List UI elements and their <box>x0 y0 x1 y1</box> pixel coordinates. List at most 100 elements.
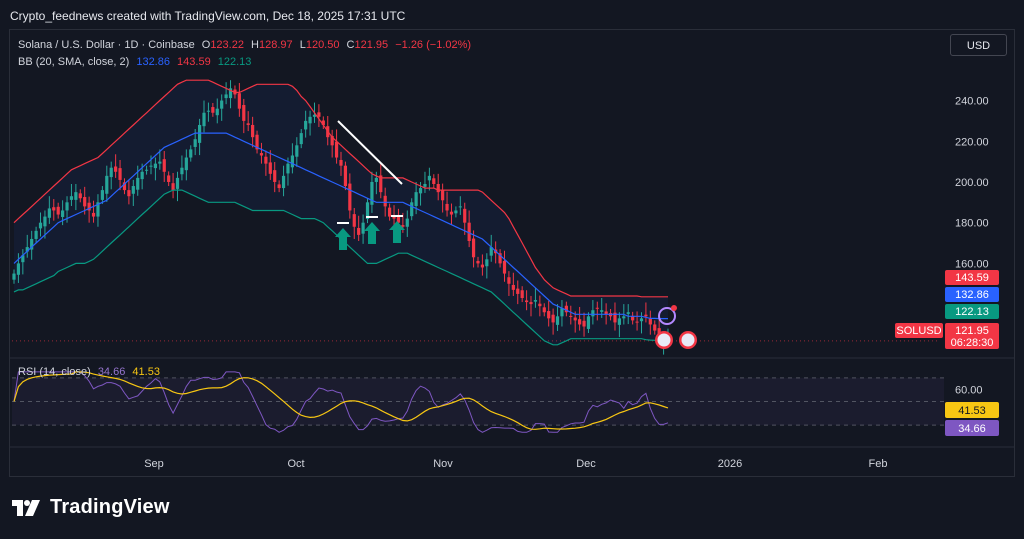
candle-body <box>498 253 502 264</box>
candle <box>184 149 188 181</box>
alert-dot <box>671 305 677 311</box>
candle <box>189 145 193 162</box>
candle-body <box>34 230 38 239</box>
x-tick-label: 2026 <box>718 458 742 470</box>
rsi-legend[interactable]: RSI (14, close) 34.66 41.53 <box>18 366 164 378</box>
candle <box>520 286 524 303</box>
candle-body <box>361 222 365 234</box>
candle <box>255 130 259 154</box>
bb-legend[interactable]: BB (20, SMA, close, 2) 132.86 143.59 122… <box>18 56 255 68</box>
candle <box>334 129 339 164</box>
flag-icon <box>657 333 671 347</box>
candle-body <box>74 192 78 200</box>
candle-body <box>635 321 639 323</box>
candle-body <box>25 247 29 252</box>
candle-body <box>105 175 109 194</box>
candle <box>502 250 507 282</box>
bb-fill <box>14 80 668 345</box>
candle-body <box>405 218 409 227</box>
candle-body <box>551 314 555 323</box>
candle-body <box>560 308 564 317</box>
candle-body <box>578 319 582 325</box>
candle-body <box>622 316 626 319</box>
candle-body <box>281 175 286 189</box>
candle <box>613 302 617 331</box>
candle <box>458 196 462 215</box>
candle-body <box>573 317 577 321</box>
candle-body <box>365 202 370 220</box>
candle <box>555 304 560 331</box>
candle-body <box>471 238 476 258</box>
high-value: 128.97 <box>258 39 293 51</box>
candle-body <box>489 247 493 256</box>
candle <box>441 183 445 213</box>
symbol-legend[interactable]: Solana / U.S. Dollar · 1D · Coinbase O12… <box>18 39 475 51</box>
candle <box>644 302 648 323</box>
candle-body <box>56 206 60 215</box>
bb-upper-line <box>13 79 668 298</box>
y-tick-label: 180.00 <box>955 218 989 230</box>
candle <box>246 111 250 132</box>
x-tick-label: Oct <box>287 458 304 470</box>
candle <box>551 308 555 335</box>
candle-body <box>467 222 471 241</box>
candle <box>582 312 586 337</box>
candle <box>432 174 436 189</box>
candle-body <box>202 112 206 127</box>
candle <box>158 149 162 170</box>
candle-body <box>78 193 82 199</box>
candle-body <box>96 202 100 217</box>
close-value: 121.95 <box>354 39 389 51</box>
candle-body <box>312 114 317 117</box>
candle-body <box>61 210 65 217</box>
candle-body <box>595 307 599 309</box>
candle-body <box>445 203 449 211</box>
candle-body <box>259 153 264 156</box>
candle <box>542 303 546 317</box>
candle-body <box>290 155 294 168</box>
candle-body <box>65 202 69 211</box>
rsi-line <box>13 371 669 433</box>
close-label: C <box>346 39 355 51</box>
candle <box>454 206 458 218</box>
candle <box>30 230 34 260</box>
candle-body <box>153 163 158 169</box>
candle <box>365 198 370 224</box>
candle <box>626 304 630 325</box>
chart-caption: Crypto_feednews created with TradingView… <box>10 9 406 23</box>
candle-body <box>127 190 131 197</box>
candle <box>131 179 135 206</box>
candle-body <box>476 260 480 264</box>
candle-body <box>118 168 122 180</box>
candle <box>281 165 286 197</box>
y-tick-label: 200.00 <box>955 177 989 189</box>
last-price-value: 121.95 <box>955 325 989 337</box>
candle <box>330 129 334 158</box>
candle <box>529 295 533 317</box>
y-tick-label: 220.00 <box>955 136 989 148</box>
candle-body <box>454 210 458 214</box>
rsi-value: 34.66 <box>97 366 126 378</box>
bb-basis-value: 132.86 <box>136 56 170 68</box>
bb-upper-value: 143.59 <box>955 272 989 284</box>
candle-body <box>109 167 113 178</box>
candle <box>105 165 109 202</box>
bb-basis-label <box>945 287 999 302</box>
change-value: −1.26 (−1.02%) <box>395 39 472 51</box>
candle-body <box>330 135 334 146</box>
currency-button[interactable]: USD <box>950 34 1007 56</box>
candle <box>485 253 489 279</box>
candle <box>631 311 635 325</box>
tradingview-logo[interactable]: TradingView <box>12 496 170 519</box>
candle-body <box>321 120 325 125</box>
rsi-ma-value: 41.53 <box>132 366 160 378</box>
candle-body <box>295 145 299 157</box>
candle-body <box>52 207 56 211</box>
candle <box>480 254 485 276</box>
candle-body <box>396 214 401 223</box>
candle-body <box>480 264 485 268</box>
candle <box>87 196 91 223</box>
candle <box>273 162 277 193</box>
candle-body <box>21 255 25 263</box>
